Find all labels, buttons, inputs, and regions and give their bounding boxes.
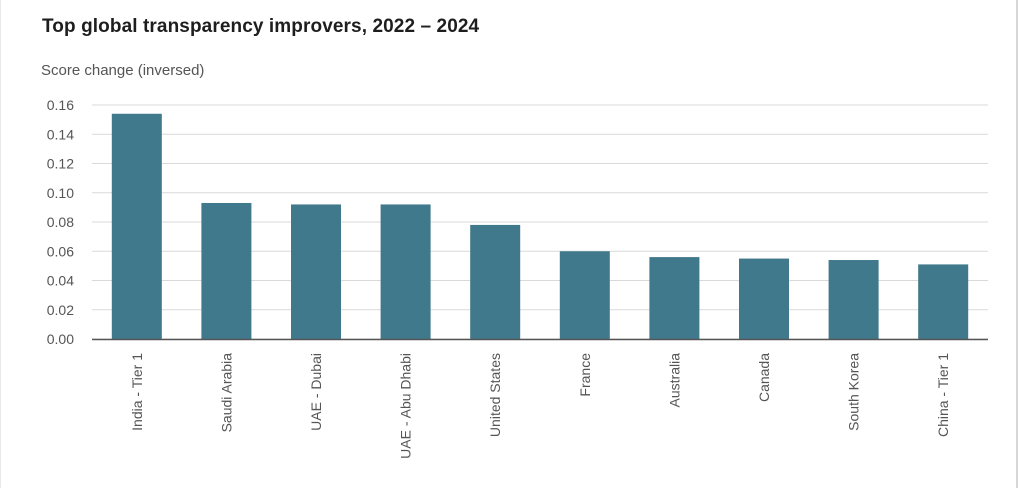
y-axis-ticks: 0.00 0.02 0.04 0.06 0.08 0.10 0.12 0.14 0.16 — [47, 97, 74, 347]
y-tick-label: 0.00 — [47, 331, 74, 347]
y-tick-label: 0.12 — [47, 156, 74, 172]
y-tick-label: 0.04 — [47, 273, 74, 289]
x-tick-label: United States — [487, 353, 503, 437]
x-axis-labels: India - Tier 1 Saudi Arabia UAE - Dubai UAE… — [129, 353, 951, 459]
x-tick-label: South Korea — [846, 353, 862, 431]
y-tick-label: 0.08 — [47, 214, 74, 230]
bar-united-states — [470, 224, 521, 339]
y-tick-label: 0.10 — [47, 185, 74, 201]
bar-france — [559, 251, 610, 339]
y-tick-label: 0.06 — [47, 243, 74, 259]
x-tick-label: UAE - Abu Dhabi — [398, 353, 414, 459]
chart-title: Top global transparency improvers, 2022 … — [42, 16, 480, 37]
x-tick-label: China - Tier 1 — [935, 353, 951, 437]
bar-south-korea — [828, 260, 879, 339]
x-tick-label: UAE - Dubai — [308, 353, 324, 431]
bar-australia — [649, 257, 700, 339]
bar-saudi-arabia — [201, 202, 252, 339]
y-tick-label: 0.16 — [47, 97, 74, 113]
bar-india-tier-1 — [111, 113, 162, 340]
y-axis-label: Score change (inversed) — [41, 62, 205, 79]
x-tick-label: India - Tier 1 — [129, 353, 145, 431]
x-tick-label: Australia — [666, 353, 682, 408]
bar-uae-dubai — [291, 204, 341, 339]
bar-canada — [739, 258, 789, 339]
y-tick-label: 0.02 — [47, 302, 74, 318]
bar-china-tier-1 — [918, 264, 969, 339]
bars — [111, 113, 969, 340]
x-tick-label: Saudi Arabia — [218, 353, 234, 433]
x-tick-label: Canada — [756, 353, 772, 402]
bar-uae-abu-dhabi — [380, 204, 431, 339]
x-tick-label: France — [577, 353, 593, 397]
y-tick-label: 0.14 — [47, 126, 74, 142]
